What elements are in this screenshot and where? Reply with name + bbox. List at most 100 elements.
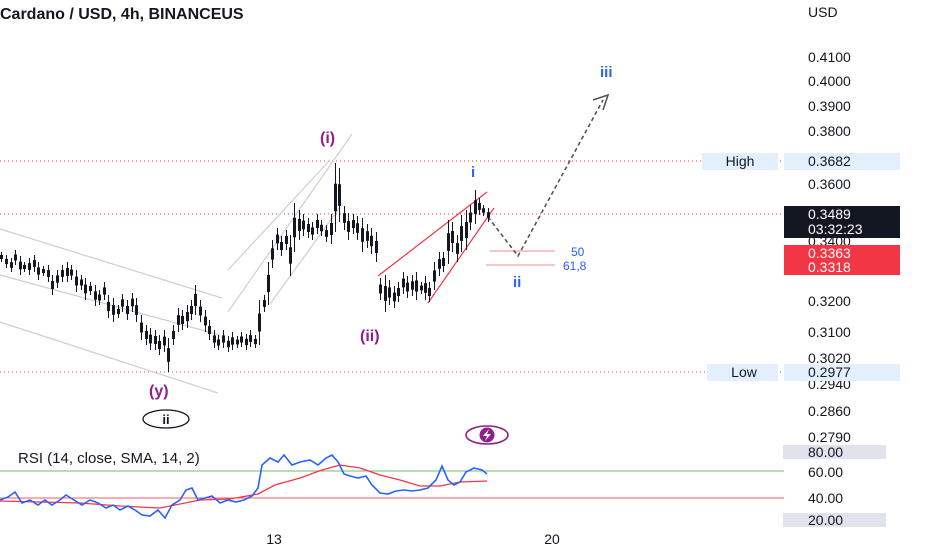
- candle: [338, 168, 341, 222]
- candle: [366, 224, 369, 248]
- ascending-channel: [227, 133, 353, 313]
- wave-label-ii-paren: (ii): [360, 328, 380, 345]
- tag-2-value: 0.3318: [808, 259, 851, 275]
- candle: [370, 228, 373, 254]
- high-label: High: [726, 153, 755, 169]
- time-axis[interactable]: 13 20: [266, 531, 560, 547]
- candle: [163, 330, 166, 352]
- candle: [61, 265, 64, 282]
- candle: [51, 275, 54, 295]
- candle: [66, 262, 69, 282]
- descending-channel: [0, 228, 223, 394]
- last-price-value: 0.3489: [808, 206, 851, 222]
- candle: [190, 300, 193, 320]
- candle: [478, 198, 481, 215]
- candle: [145, 325, 148, 345]
- candle: [271, 240, 274, 268]
- flash-icon[interactable]: [465, 425, 509, 445]
- candle: [397, 282, 400, 302]
- candle: [289, 235, 292, 276]
- candle: [302, 214, 305, 236]
- candle: [172, 325, 175, 345]
- candle: [10, 258, 13, 272]
- fib-618-label: 61,8: [563, 259, 587, 273]
- candle: [330, 214, 333, 244]
- candle: [231, 332, 234, 350]
- low-value: 0.2977: [808, 364, 851, 380]
- rising-wedge: [377, 191, 495, 304]
- candle: [33, 255, 36, 272]
- rsi-axis: 80.00 60.00 40.00 20.00: [783, 444, 886, 528]
- candle: [28, 258, 31, 275]
- candle: [469, 205, 472, 230]
- candle: [84, 278, 87, 300]
- candle: [384, 275, 387, 312]
- svg-text:ii: ii: [162, 412, 169, 427]
- high-marker: High 0.3682: [702, 153, 900, 170]
- rsi-tick-2: 40.00: [808, 490, 843, 506]
- candle: [280, 236, 283, 256]
- time-tick-13: 13: [266, 531, 282, 547]
- rsi-ma-line: [0, 464, 488, 509]
- low-label: Low: [731, 364, 758, 380]
- price-tick-4: 0.3600: [808, 176, 851, 192]
- low-marker: Low 0.2977: [707, 364, 900, 381]
- candle: [140, 315, 143, 340]
- projection-arrowhead: [592, 93, 610, 111]
- candle: [311, 222, 314, 240]
- candle: [208, 320, 211, 340]
- candle: [249, 330, 252, 347]
- candle: [47, 265, 50, 282]
- candle: [482, 205, 485, 216]
- candle: [424, 276, 427, 300]
- candle: [5, 255, 8, 268]
- candle: [236, 336, 239, 348]
- candle: [107, 295, 110, 318]
- candle: [154, 330, 157, 350]
- candle: [347, 213, 350, 240]
- wave-label-ii-circled: ii: [142, 409, 190, 429]
- candle: [343, 206, 346, 230]
- rsi-pane[interactable]: RSI (14, close, SMA, 14, 2) 80.00 60.00 40…: [0, 444, 886, 528]
- candle: [352, 214, 355, 234]
- wave-label-i-blue: i: [471, 164, 475, 181]
- price-tick-7: 0.3100: [808, 324, 851, 340]
- candles: [0, 163, 490, 372]
- candle: [474, 190, 477, 224]
- candle: [447, 220, 450, 264]
- candle: [320, 220, 323, 236]
- candle: [126, 300, 129, 320]
- candle: [80, 275, 83, 290]
- wave-label-y: (y): [149, 383, 169, 400]
- candle: [121, 294, 124, 312]
- tag-1-value: 0.3363: [808, 245, 851, 261]
- projection-path: [487, 99, 604, 258]
- candle: [103, 282, 106, 300]
- candle: [420, 282, 423, 294]
- candle: [433, 262, 436, 290]
- wave-label-ii-blue: ii: [513, 274, 521, 291]
- candle: [158, 335, 161, 355]
- candle: [89, 282, 92, 295]
- svg-text:Cardano / USD, 4h, BINANCEUS: Cardano / USD, 4h, BINANCEUS: [0, 6, 244, 23]
- currency-label: USD: [808, 4, 838, 20]
- candle: [402, 272, 405, 294]
- candle: [56, 270, 59, 288]
- candle: [298, 210, 301, 240]
- candle: [356, 216, 359, 240]
- candle: [415, 272, 418, 300]
- candle: [94, 285, 97, 306]
- price-tick-6: 0.3200: [808, 293, 851, 309]
- rsi-tick-0: 80.00: [808, 444, 843, 460]
- candle: [0, 252, 3, 262]
- fib-50-label: 50: [571, 245, 585, 259]
- chart-title: Cardano / USD, 4h, BINANCEUS: [0, 6, 244, 23]
- candle: [14, 250, 17, 265]
- price-tick-1: 0.4000: [808, 73, 851, 89]
- candle: [267, 262, 270, 305]
- candle: [37, 262, 40, 280]
- candle: [70, 265, 73, 280]
- price-tick-2: 0.3900: [808, 98, 851, 114]
